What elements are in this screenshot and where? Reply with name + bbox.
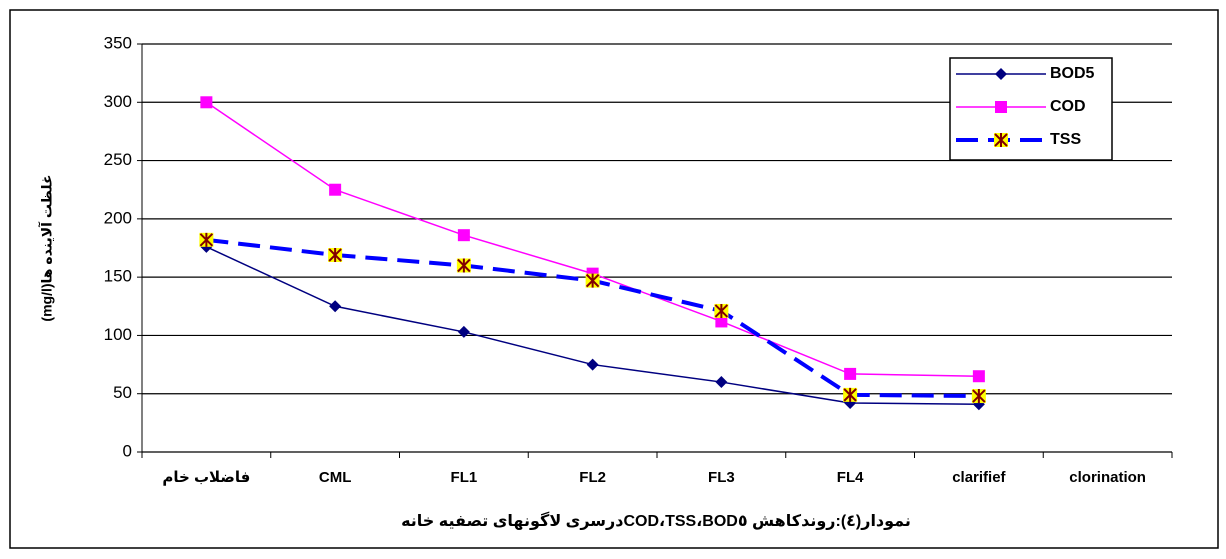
marker [971, 389, 986, 404]
marker-star [972, 389, 986, 404]
marker [329, 183, 342, 196]
marker [328, 247, 343, 262]
legend-label: TSS [1050, 131, 1081, 148]
marker [199, 232, 214, 247]
marker [843, 387, 858, 402]
legend-label: BOD5 [1050, 65, 1095, 82]
y-axis-label: غلظت آلاینده ها(mg/l) [38, 174, 55, 321]
marker [585, 273, 600, 288]
marker [715, 315, 728, 328]
x-tick-label: clorination [1069, 469, 1146, 486]
y-tick-label: 150 [104, 267, 132, 286]
x-tick-label: فاضلاب خام [162, 469, 250, 486]
y-tick-label: 350 [104, 33, 132, 52]
marker-star [457, 258, 471, 273]
legend-label: COD [1050, 98, 1086, 115]
x-tick-label: clarifief [952, 469, 1006, 486]
y-tick-label: 0 [123, 441, 132, 460]
marker [714, 303, 729, 318]
y-tick-label: 100 [104, 325, 132, 344]
marker-star [585, 273, 600, 288]
marker [972, 370, 985, 383]
x-tick-label: FL1 [451, 469, 478, 486]
marker-star [843, 387, 857, 402]
marker [995, 68, 1007, 80]
chart-title: نمودار(٤):روندکاهش BOD٥،COD،TSSدرسری لاگ… [401, 511, 911, 530]
legend-box [949, 57, 1113, 161]
y-tick-label: 300 [104, 92, 132, 111]
x-tick-label: FL3 [708, 469, 735, 486]
marker [457, 229, 470, 242]
marker [844, 367, 857, 380]
x-tick-label: FL4 [837, 469, 864, 486]
marker [586, 358, 599, 371]
marker [995, 101, 1007, 113]
marker-star [714, 303, 729, 318]
marker [994, 133, 1008, 147]
marker [456, 258, 471, 273]
y-tick-label: 50 [113, 383, 132, 402]
marker [715, 376, 728, 389]
marker [200, 96, 213, 109]
marker [457, 325, 470, 338]
marker-star [199, 232, 214, 247]
marker-star [994, 133, 1008, 147]
marker [329, 300, 342, 313]
y-tick-label: 250 [104, 150, 132, 169]
y-tick-label: 200 [104, 208, 132, 227]
legend: BOD5 COD TSS [949, 57, 1113, 161]
x-tick-label: CML [319, 469, 352, 486]
marker-star [328, 247, 342, 262]
x-tick-label: FL2 [579, 469, 606, 486]
